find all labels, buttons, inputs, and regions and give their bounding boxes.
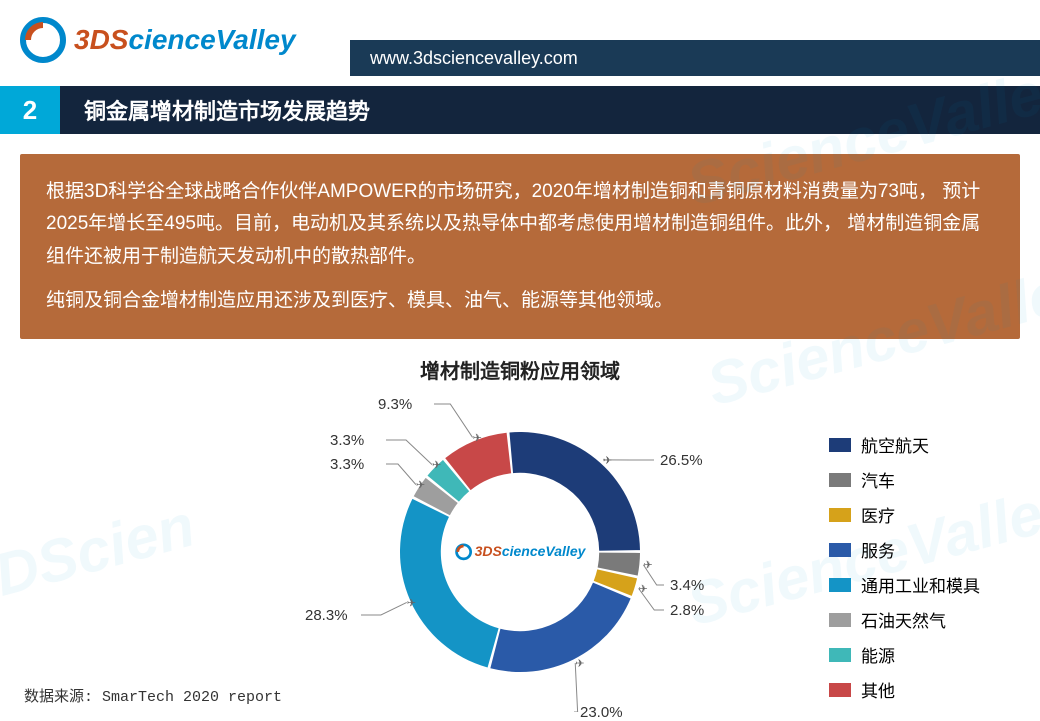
legend-item: 医疗 <box>829 502 980 527</box>
legend-item: 服务 <box>829 537 980 562</box>
legend-item: 石油天然气 <box>829 607 980 632</box>
legend-item: 能源 <box>829 642 980 667</box>
donut-slice <box>490 583 630 672</box>
chart-callout: 26.5% <box>660 452 703 469</box>
center-logo-p2: cienceValley <box>502 543 586 559</box>
chart-legend: 航空航天汽车医疗服务通用工业和模具石油天然气能源其他 <box>829 432 980 712</box>
chart-title: 增材制造铜粉应用领域 <box>0 355 1040 384</box>
chart-callout: 28.3% <box>305 607 348 624</box>
svg-text:✈: ✈ <box>603 455 612 467</box>
donut-slice <box>400 499 499 668</box>
svg-text:✈: ✈ <box>432 460 441 472</box>
legend-item: 航空航天 <box>829 432 980 457</box>
chart-callout: 9.3% <box>378 396 412 413</box>
svg-text:✈: ✈ <box>639 584 648 596</box>
legend-label: 医疗 <box>861 502 895 527</box>
logo-text-part1: 3DS <box>74 24 128 55</box>
section-header: 2 铜金属增材制造市场发展趋势 <box>0 86 1040 134</box>
logo-text-part2: cienceValley <box>128 24 295 55</box>
donut-chart: ✈✈✈✈✈✈✈✈ 3DScienceValley 26.5%3.4%2.8%23… <box>360 392 680 712</box>
legend-swatch <box>829 648 851 662</box>
legend-swatch <box>829 508 851 522</box>
data-source: 数据来源: SmarTech 2020 report <box>24 685 282 706</box>
legend-item: 其他 <box>829 677 980 702</box>
legend-swatch <box>829 473 851 487</box>
legend-swatch <box>829 683 851 697</box>
url-bar: www.3dsciencevalley.com <box>350 40 1040 76</box>
chart-callout: 3.3% <box>330 456 364 473</box>
legend-label: 通用工业和模具 <box>861 572 980 597</box>
chart-area: ✈✈✈✈✈✈✈✈ 3DScienceValley 26.5%3.4%2.8%23… <box>0 392 1040 712</box>
legend-item: 汽车 <box>829 467 980 492</box>
center-logo-icon <box>455 543 473 561</box>
legend-swatch <box>829 438 851 452</box>
brand-logo: 3DScienceValley <box>20 17 296 63</box>
section-title: 铜金属增材制造市场发展趋势 <box>60 86 1040 134</box>
chart-callout: 3.4% <box>670 577 704 594</box>
section-number: 2 <box>0 86 60 134</box>
legend-swatch <box>829 578 851 592</box>
url-text: www.3dsciencevalley.com <box>370 48 578 69</box>
legend-label: 石油天然气 <box>861 607 946 632</box>
legend-swatch <box>829 543 851 557</box>
svg-text:✈: ✈ <box>416 480 425 492</box>
legend-label: 服务 <box>861 537 895 562</box>
svg-text:✈: ✈ <box>575 658 584 670</box>
logo-icon <box>20 17 66 63</box>
logo-text: 3DScienceValley <box>74 24 296 56</box>
center-logo-p1: 3DS <box>475 543 502 559</box>
legend-label: 航空航天 <box>861 432 929 457</box>
svg-text:✈: ✈ <box>407 598 416 610</box>
donut-slice <box>509 432 640 551</box>
chart-callout: 2.8% <box>670 602 704 619</box>
legend-item: 通用工业和模具 <box>829 572 980 597</box>
svg-text:✈: ✈ <box>643 560 652 572</box>
svg-text:✈: ✈ <box>473 433 482 445</box>
description-p2: 纯铜及铜合金增材制造应用还涉及到医疗、模具、油气、能源等其他领域。 <box>46 285 994 317</box>
legend-swatch <box>829 613 851 627</box>
description-p1: 根据3D科学谷全球战略合作伙伴AMPOWER的市场研究，2020年增材制造铜和青… <box>46 176 994 273</box>
description-box: 根据3D科学谷全球战略合作伙伴AMPOWER的市场研究，2020年增材制造铜和青… <box>20 154 1020 339</box>
legend-label: 能源 <box>861 642 895 667</box>
chart-callout: 23.0% <box>580 704 623 721</box>
legend-label: 汽车 <box>861 467 895 492</box>
legend-label: 其他 <box>861 677 895 702</box>
chart-callout: 3.3% <box>330 432 364 449</box>
donut-center-logo: 3DScienceValley <box>455 543 586 561</box>
header: 3DScienceValley www.3dsciencevalley.com <box>0 0 1040 80</box>
